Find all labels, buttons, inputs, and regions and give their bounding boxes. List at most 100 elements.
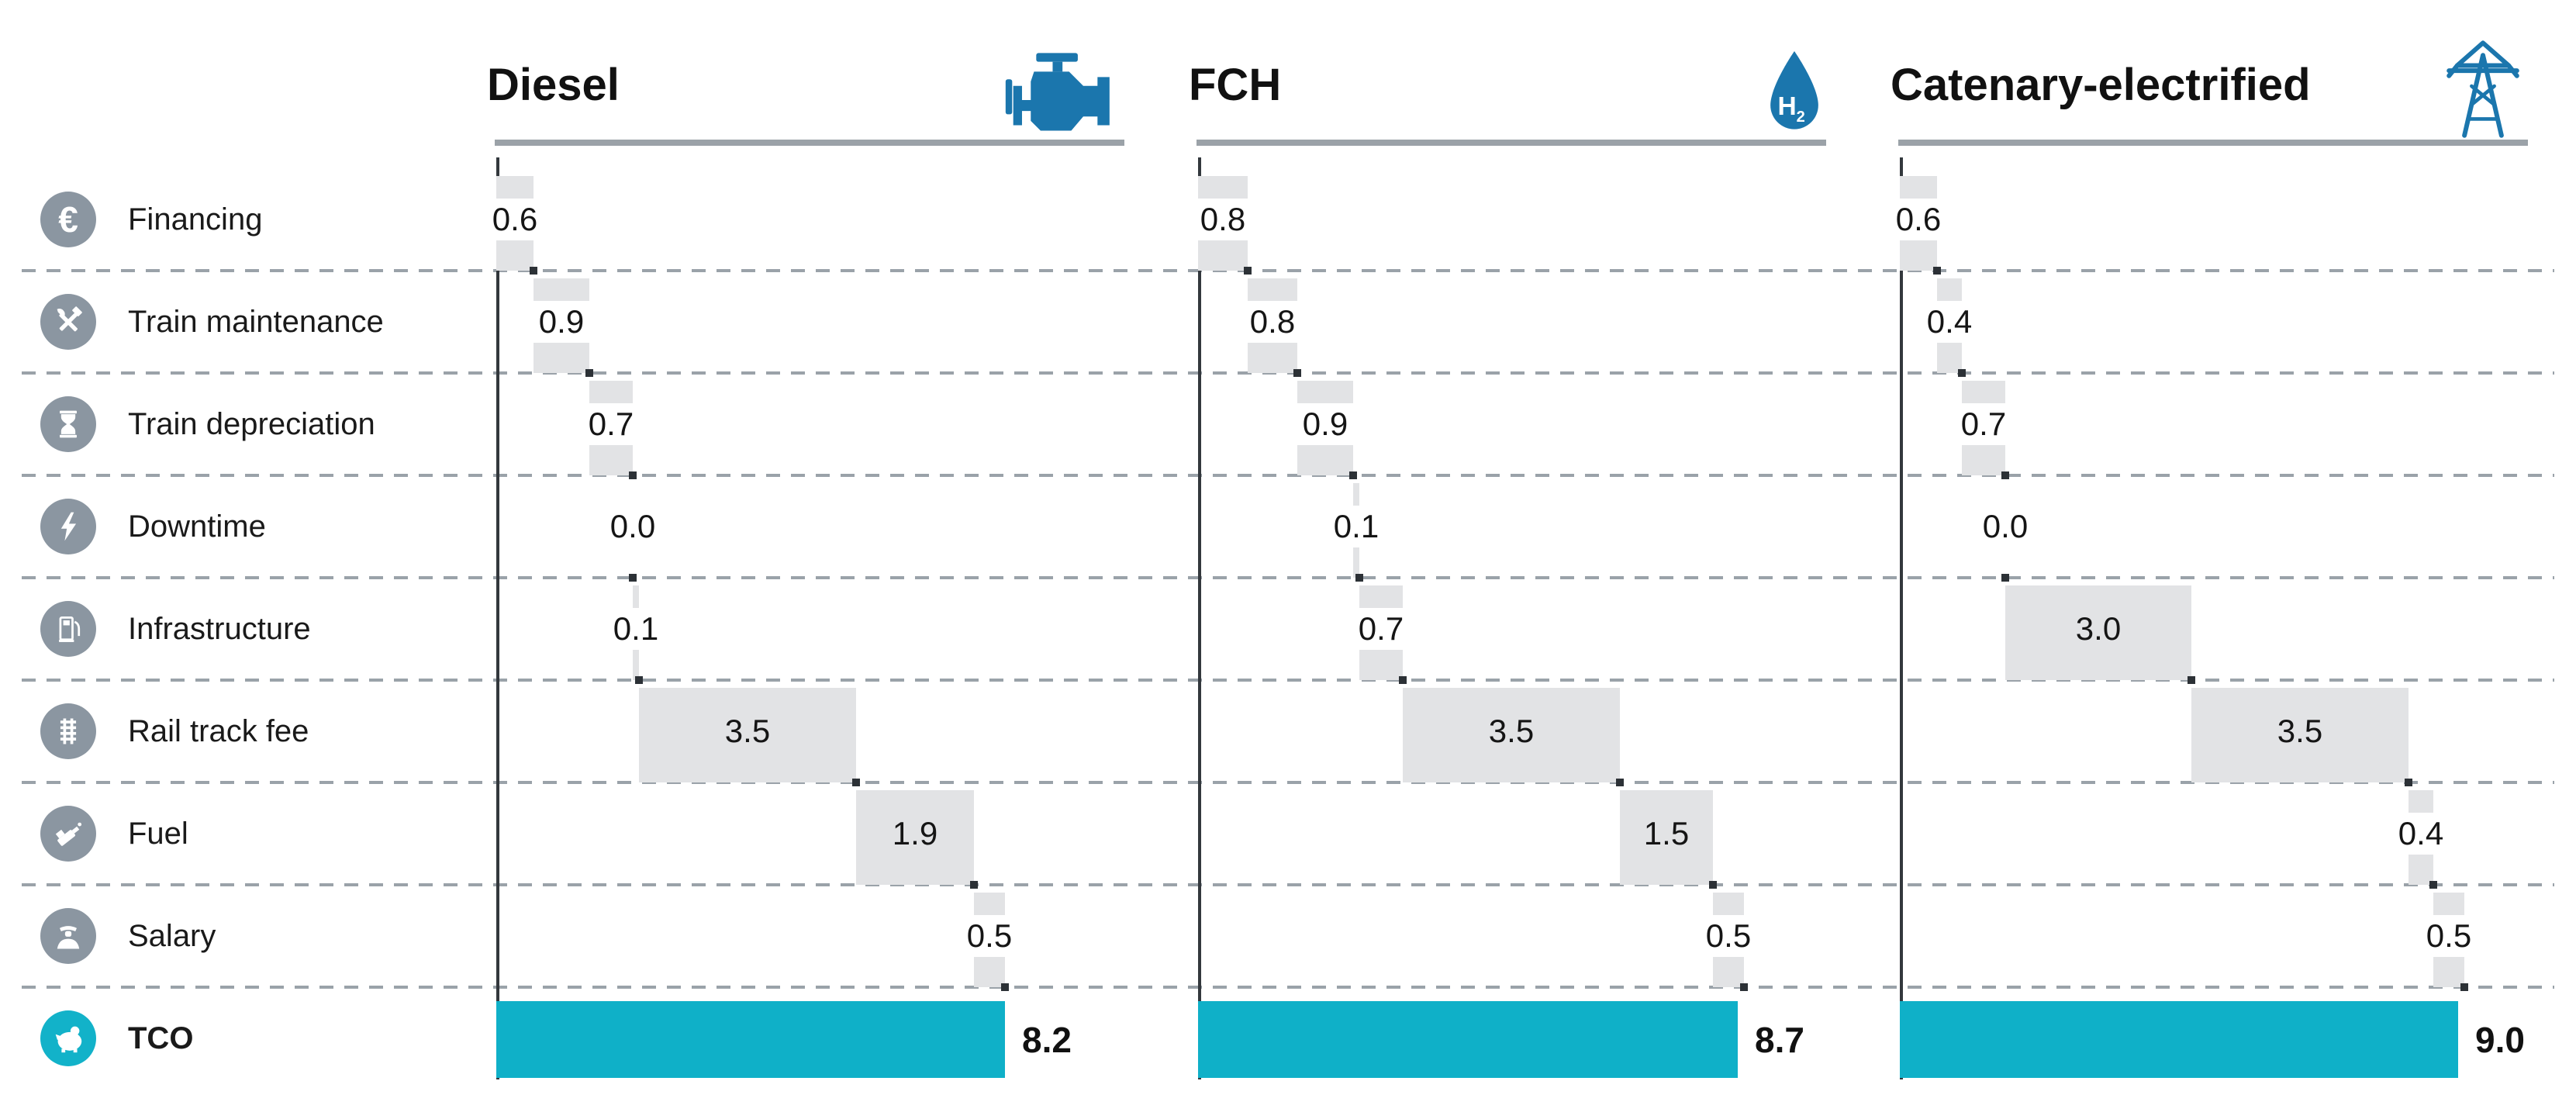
- conductor-icon: [51, 919, 85, 953]
- piggy-bank-icon: [50, 1021, 86, 1056]
- tco-total-bar: [496, 1001, 1005, 1078]
- step-boundary-tick: [1349, 471, 1357, 479]
- segment-value-label: 0.0: [602, 506, 664, 547]
- segment-value-label: 3.5: [2277, 713, 2323, 749]
- catenary-tower-icon: [2436, 39, 2529, 140]
- segment-value-label: 0.5: [2418, 915, 2480, 957]
- legend-item: Train depreciation: [40, 373, 475, 475]
- row-separator-line: [22, 883, 2554, 886]
- step-boundary-tick: [530, 267, 537, 275]
- hourglass-icon: [51, 407, 85, 441]
- fuel-nozzle-icon: [51, 817, 85, 851]
- step-boundary-tick: [1740, 983, 1748, 991]
- legend-item-label: Infrastructure: [128, 611, 311, 646]
- waterfall-bar: [1620, 790, 1713, 885]
- legend-item: Salary: [40, 885, 475, 987]
- svg-text:H: H: [1778, 92, 1797, 121]
- legend-icon-circle: [40, 601, 96, 657]
- step-boundary-tick: [2001, 574, 2009, 582]
- legend-item: Infrastructure: [40, 578, 475, 680]
- step-boundary-tick: [2460, 983, 2468, 991]
- step-boundary-tick: [1001, 983, 1009, 991]
- step-boundary-tick: [1355, 574, 1363, 582]
- legend-icon-circle: [40, 294, 96, 350]
- row-separator-line: [22, 269, 2554, 272]
- rail-track-icon: [51, 714, 85, 748]
- segment-value-label: 0.1: [605, 608, 667, 650]
- segment-value-label: 0.6: [484, 199, 546, 240]
- legend-icon-circle: [40, 806, 96, 862]
- legend-item: Rail track fee: [40, 680, 475, 782]
- row-separator-line: [22, 371, 2554, 375]
- tco-total-value: 8.7: [1755, 1019, 1804, 1060]
- segment-value-label: 1.5: [1643, 815, 1690, 851]
- legend-icon-circle: [40, 396, 96, 452]
- segment-value-label: 3.0: [2075, 610, 2122, 647]
- segment-value-label: 1.9: [892, 815, 938, 851]
- segment-value-label: 0.7: [1953, 403, 2015, 445]
- step-boundary-tick: [585, 369, 593, 377]
- row-separator-line: [22, 576, 2554, 579]
- column-header-underline: [1898, 140, 2528, 146]
- waterfall-bar: [856, 790, 974, 885]
- legend-icon-circle: €: [40, 192, 96, 247]
- segment-value-label: 0.0: [1974, 506, 2036, 547]
- legend-item-label: Salary: [128, 918, 216, 953]
- step-boundary-tick: [970, 881, 978, 889]
- legend-item-label: Train maintenance: [128, 304, 384, 339]
- legend-item-label: Train depreciation: [128, 406, 375, 441]
- row-separator-line: [22, 679, 2554, 682]
- diesel-engine-icon: [1003, 50, 1126, 140]
- column-header-icon-wrap: [994, 31, 1126, 140]
- column-header-title: FCH: [1189, 60, 1282, 110]
- segment-value-label: 0.4: [2390, 813, 2452, 855]
- legend-item: Downtime: [40, 475, 475, 578]
- step-boundary-tick: [629, 471, 637, 479]
- segment-value-label: 0.1: [1325, 506, 1387, 547]
- step-boundary-tick: [1399, 676, 1407, 684]
- row-separator-line: [22, 474, 2554, 477]
- column-header-icon-wrap: [2398, 31, 2529, 140]
- tools-icon: [50, 304, 86, 340]
- legend-item: Train maintenance: [40, 271, 475, 373]
- euro-icon: €: [58, 199, 78, 240]
- segment-value-label: 3.5: [724, 713, 771, 749]
- column-header-title: Catenary-electrified: [1891, 60, 2311, 110]
- waterfall-bar: [2005, 585, 2191, 680]
- column-baseline-axis: [1900, 157, 1903, 1079]
- step-boundary-tick: [1244, 267, 1252, 275]
- legend-item-tco: TCO: [40, 987, 475, 1090]
- legend-item-label: Downtime: [128, 509, 266, 544]
- step-boundary-tick: [2429, 881, 2437, 889]
- step-boundary-tick: [1709, 881, 1717, 889]
- legend-item-label: Financing: [128, 202, 263, 237]
- segment-value-label: 0.6: [1887, 199, 1949, 240]
- column-header-title: Diesel: [487, 60, 620, 110]
- waterfall-bar: [2191, 688, 2409, 782]
- segment-value-label: 0.7: [1350, 608, 1412, 650]
- step-boundary-tick: [2001, 471, 2009, 479]
- step-boundary-tick: [635, 676, 643, 684]
- row-separator-line: [22, 986, 2554, 989]
- column-header-underline: [1196, 140, 1826, 146]
- segment-value-label: 3.5: [1488, 713, 1535, 749]
- step-boundary-tick: [2405, 779, 2412, 786]
- waterfall-bar: [1403, 688, 1620, 782]
- fuel-pump-icon: [51, 612, 85, 646]
- tco-total-bar: [1900, 1001, 2458, 1078]
- svg-text:2: 2: [1797, 109, 1805, 126]
- step-boundary-tick: [1293, 369, 1301, 377]
- segment-value-label: 0.7: [580, 403, 642, 445]
- row-separator-line: [22, 781, 2554, 784]
- tco-legend-icon-circle: [40, 1010, 96, 1066]
- segment-value-label: 0.8: [1241, 301, 1304, 343]
- legend-item-label: Fuel: [128, 816, 188, 851]
- tco-total-value: 8.2: [1022, 1019, 1072, 1060]
- step-boundary-tick: [852, 779, 860, 786]
- column-baseline-axis: [496, 157, 499, 1079]
- legend-icon-circle: [40, 499, 96, 554]
- legend-icon-circle: [40, 908, 96, 964]
